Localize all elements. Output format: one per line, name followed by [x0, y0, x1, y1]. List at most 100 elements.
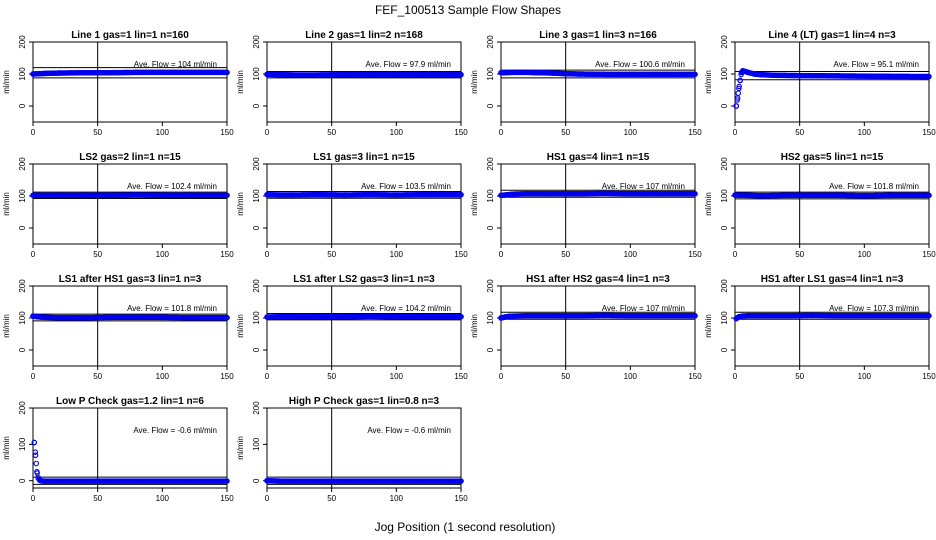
- panel-title: LS2 gas=2 lin=1 n=15: [79, 152, 181, 163]
- data-point: [925, 313, 932, 319]
- panel-title: HS2 gas=5 lin=1 n=15: [781, 152, 884, 163]
- y-tick-label: 200: [18, 35, 27, 49]
- panel-title: LS1 gas=3 lin=1 n=15: [313, 152, 415, 163]
- panel-3: Line 3 gas=1 lin=3 n=166 ml/min 0 100 200 0 50…: [470, 30, 702, 137]
- panel-5: LS2 gas=2 lin=1 n=15 ml/min 0 100 200 0 50 100 1…: [2, 152, 234, 259]
- data-point: [692, 71, 698, 78]
- y-tick-label: 100: [486, 189, 495, 203]
- y-tick-label: 100: [18, 67, 27, 81]
- y-tick-label: 100: [18, 189, 27, 203]
- data-point: [735, 90, 741, 96]
- panel-title: Line 1 gas=1 lin=1 n=160: [71, 30, 189, 41]
- x-tick-label: 150: [454, 372, 468, 381]
- data-point: [458, 191, 464, 198]
- panel-12: HS1 after LS1 gas=4 lin=1 n=3 ml/min 0 100 2…: [704, 274, 936, 381]
- data-series: [733, 68, 932, 109]
- y-tick-label: 0: [486, 103, 495, 108]
- y-axis-label: ml/min: [470, 70, 479, 94]
- plot-frame: [32, 163, 228, 245]
- panel-title: Line 4 (LT) gas=1 lin=4 n=3: [768, 30, 896, 41]
- y-tick-label: 100: [720, 67, 729, 81]
- x-tick-label: 150: [220, 128, 234, 137]
- average-flow-annotation: Ave. Flow = 102.4 ml/min: [127, 182, 217, 191]
- y-tick-label: 0: [252, 478, 261, 483]
- y-axis-label: ml/min: [704, 70, 713, 94]
- x-tick-label: 150: [220, 250, 234, 259]
- x-tick-label: 50: [327, 128, 336, 137]
- x-tick-label: 150: [688, 372, 702, 381]
- x-tick-label: 50: [561, 128, 570, 137]
- plot-frame: [266, 407, 462, 489]
- x-tick-label: 50: [795, 250, 804, 259]
- y-tick-label: 200: [252, 279, 261, 293]
- x-tick-label: 50: [561, 372, 570, 381]
- data-series: [264, 477, 464, 484]
- y-tick-label: 0: [720, 347, 729, 352]
- y-tick-label: 200: [18, 401, 27, 415]
- x-tick-label: 100: [156, 372, 170, 381]
- plot-frame: [32, 285, 228, 367]
- y-tick-label: 0: [18, 103, 27, 108]
- y-tick-label: 0: [252, 103, 261, 108]
- x-tick-label: 150: [220, 494, 234, 503]
- data-series: [498, 312, 698, 321]
- data-point: [925, 73, 932, 80]
- panel-title: LS1 after HS1 gas=3 lin=1 n=3: [59, 274, 202, 285]
- x-tick-label: 100: [858, 250, 872, 259]
- y-tick-label: 200: [720, 157, 729, 171]
- average-flow-annotation: Ave. Flow = -0.6 ml/min: [133, 426, 217, 435]
- x-tick-label: 50: [327, 372, 336, 381]
- x-tick-label: 50: [795, 128, 804, 137]
- y-axis-label: ml/min: [470, 192, 479, 216]
- x-tick-label: 150: [922, 250, 936, 259]
- average-flow-annotation: Ave. Flow = 104.2 ml/min: [361, 304, 451, 313]
- x-tick-label: 50: [93, 494, 102, 503]
- data-point: [458, 313, 464, 320]
- data-series: [264, 191, 464, 198]
- y-tick-label: 100: [18, 311, 27, 325]
- y-tick-label: 100: [720, 311, 729, 325]
- data-point: [224, 314, 230, 321]
- y-tick-label: 0: [252, 225, 261, 230]
- x-tick-label: 50: [93, 372, 102, 381]
- plot-frame: [32, 407, 228, 489]
- data-point: [734, 97, 741, 103]
- data-series: [733, 312, 932, 322]
- data-point: [31, 439, 38, 446]
- average-flow-annotation: Ave. Flow = 97.9 ml/min: [366, 60, 451, 69]
- data-series: [264, 313, 464, 320]
- panel-10: LS1 after LS2 gas=3 lin=1 n=3 ml/min 0 100 2…: [236, 274, 468, 381]
- y-axis-label: ml/min: [704, 192, 713, 216]
- plot-frame: [266, 163, 462, 245]
- y-tick-label: 200: [720, 35, 729, 49]
- x-tick-label: 50: [93, 128, 102, 137]
- panel-7: HS1 gas=4 lin=1 n=15 ml/min 0 100 200 0 50 100 1…: [470, 152, 702, 259]
- x-tick-label: 50: [561, 250, 570, 259]
- y-tick-label: 200: [252, 35, 261, 49]
- x-tick-label: 150: [688, 250, 702, 259]
- data-series: [30, 69, 230, 77]
- data-series: [30, 192, 230, 199]
- y-axis-label: ml/min: [2, 192, 11, 216]
- x-tick-label: 0: [31, 372, 36, 381]
- average-flow-annotation: Ave. Flow = 107 ml/min: [602, 304, 685, 313]
- x-tick-label: 0: [733, 128, 738, 137]
- average-flow-annotation: Ave. Flow = 107.3 ml/min: [829, 304, 919, 313]
- data-point: [736, 83, 742, 90]
- y-axis-label: ml/min: [236, 436, 245, 460]
- x-tick-label: 0: [499, 372, 504, 381]
- average-flow-annotation: Ave. Flow = 107 ml/min: [602, 182, 685, 191]
- data-series: [30, 313, 230, 321]
- data-point: [692, 191, 698, 197]
- y-tick-label: 200: [486, 279, 495, 293]
- y-tick-label: 100: [252, 311, 261, 325]
- x-tick-label: 0: [733, 250, 738, 259]
- plot-frame: [500, 163, 696, 245]
- x-tick-label: 50: [93, 250, 102, 259]
- average-flow-annotation: Ave. Flow = -0.6 ml/min: [367, 426, 451, 435]
- x-tick-label: 0: [499, 128, 504, 137]
- panel-title: HS1 after HS2 gas=4 lin=1 n=3: [526, 274, 670, 285]
- average-flow-annotation: Ave. Flow = 104 ml/min: [134, 60, 217, 69]
- plot-frame: [734, 41, 930, 123]
- panel-title: HS1 after LS1 gas=4 lin=1 n=3: [761, 274, 904, 285]
